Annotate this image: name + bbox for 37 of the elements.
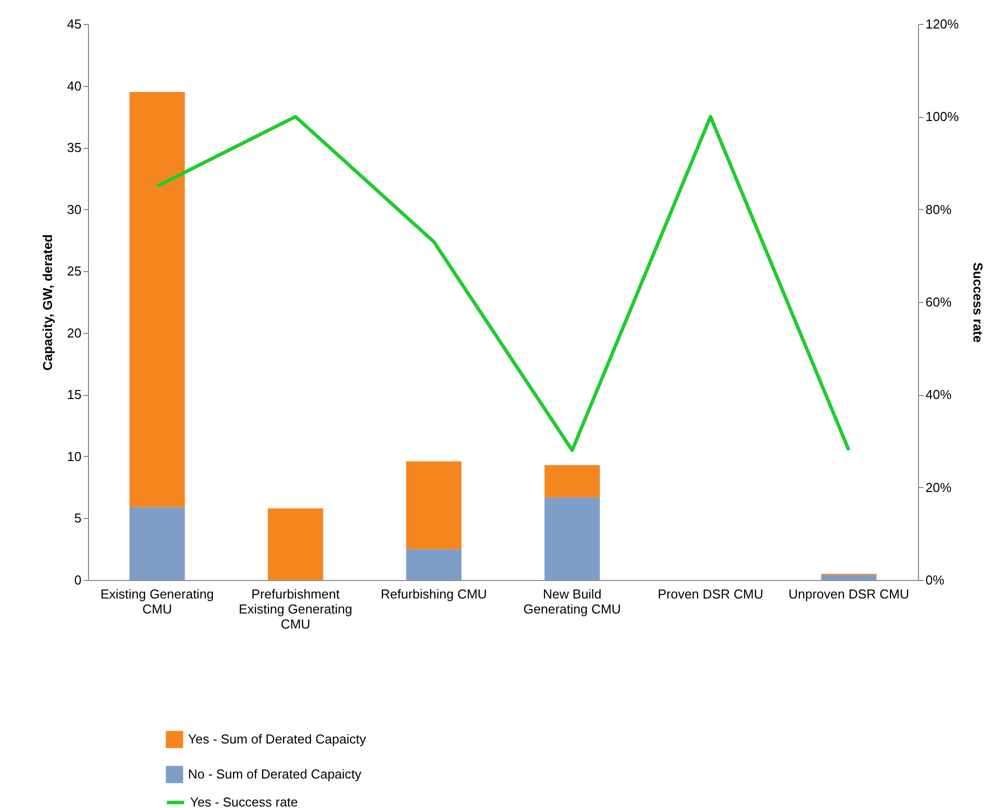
x-tick-label: Existing Generating CMU: [100, 586, 214, 616]
y2-tick-label: 120%: [926, 16, 960, 32]
y-tick-label: 20: [67, 325, 82, 340]
y2-tick-label: 40%: [926, 387, 952, 402]
y2-tick-label: 80%: [926, 202, 952, 217]
y-tick-label: 15: [67, 387, 82, 402]
x-tick-label: Refurbishing CMU: [380, 586, 487, 602]
y-tick-label: 35: [67, 140, 82, 156]
y2-tick-label: 60%: [926, 294, 952, 310]
y-axis-title: Capacity, GW, derated: [40, 234, 56, 371]
x-tick-label: Proven DSR CMU: [658, 586, 764, 602]
y-tick-label: 5: [74, 510, 82, 526]
bar: [406, 549, 462, 580]
bar: [130, 92, 185, 508]
bar: [544, 465, 600, 498]
x-tick-label: Prefurbishment Existing Generating CMU: [238, 586, 352, 632]
y-tick-label: 40: [67, 78, 82, 94]
y2-tick-label: 20%: [926, 480, 952, 495]
bar: [130, 507, 185, 580]
legend-label: Yes - Sum of Derated Capaicty: [188, 732, 366, 746]
legend-label: No - Sum of Derated Capaicty: [188, 766, 362, 782]
y-tick-label: 0: [74, 572, 82, 588]
bar: [406, 461, 462, 550]
y2-tick-label: 0%: [926, 572, 945, 588]
bar: [821, 575, 876, 580]
y-tick-label: 30: [67, 202, 82, 217]
x-tick-label: Unproven DSR CMU: [788, 586, 910, 602]
x-tick-label: New Build Generating CMU: [523, 586, 621, 616]
y2-tick-label: 100%: [926, 109, 960, 124]
y2-axis-title: Success rate: [970, 262, 986, 343]
legend-label: Yes - Success rate: [190, 794, 298, 808]
line-series: [155, 114, 851, 452]
y-tick-label: 25: [67, 264, 82, 279]
y-tick-label: 45: [67, 16, 82, 32]
bar: [268, 508, 324, 580]
y-tick-label: 10: [67, 448, 82, 464]
bar: [544, 497, 600, 580]
